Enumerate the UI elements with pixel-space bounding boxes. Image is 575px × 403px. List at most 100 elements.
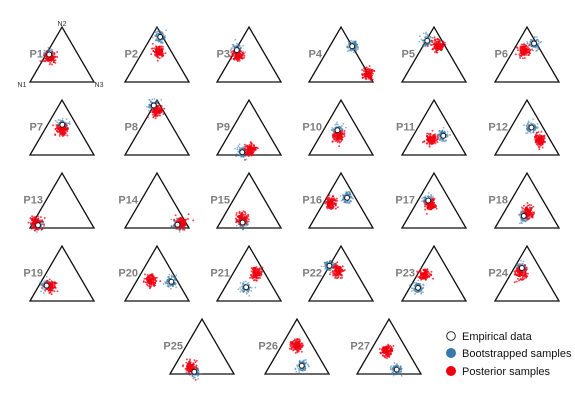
- panel-9-posterior-point: [245, 152, 248, 155]
- panel-6-posterior-point: [519, 56, 522, 59]
- panel-11-bootstrapped-point: [439, 130, 442, 133]
- panel-5-posterior-point: [433, 47, 436, 50]
- panel-11-bootstrapped-point: [443, 131, 446, 134]
- panel-14-bootstrapped-point: [175, 217, 178, 220]
- panel-6-posterior-point: [521, 45, 524, 48]
- panel-18-posterior-point: [528, 204, 531, 207]
- panel-12-bootstrapped-point: [532, 131, 534, 134]
- panel-16-posterior-point: [330, 202, 333, 205]
- panel-8-posterior-point: [154, 117, 157, 120]
- panel-20-posterior-point: [154, 282, 157, 284]
- panel-8-posterior-point: [154, 108, 157, 111]
- panel-12-posterior-point: [537, 131, 540, 134]
- panel-8-posterior-point: [153, 113, 156, 116]
- panel-18-posterior-point: [522, 204, 525, 207]
- panel-16-posterior-point: [328, 203, 331, 206]
- panel-6-bootstrapped-point: [526, 42, 529, 45]
- panel-9-bootstrapped-point: [237, 145, 240, 147]
- panel-17-posterior-point: [432, 199, 435, 202]
- panel-16-bootstrapped-point: [349, 196, 352, 199]
- panel-7: P7: [28, 98, 96, 156]
- panel-16-posterior-point: [327, 200, 330, 203]
- panel-6-posterior-point: [528, 53, 531, 56]
- panel-19-bootstrapped-point: [42, 287, 44, 290]
- panel-11-posterior-point: [436, 141, 439, 144]
- panel-18-posterior-point: [524, 209, 527, 212]
- panel-10-posterior-point: [343, 133, 346, 136]
- panel-9-bootstrapped-point: [242, 146, 245, 149]
- panel-20-posterior-point: [151, 277, 154, 280]
- panel-4-bootstrapped-point: [357, 46, 360, 49]
- panel-19-posterior-point: [56, 290, 59, 293]
- panel-17-bootstrapped-point: [421, 197, 424, 200]
- panel-3-empirical-point: [233, 47, 240, 53]
- panel-5-posterior-point: [431, 41, 434, 44]
- panel-10-triangle: [307, 98, 375, 156]
- panel-4-posterior-point: [364, 70, 367, 73]
- panel-7-posterior-point: [65, 127, 68, 130]
- panel-13-posterior-point: [37, 228, 40, 231]
- panel-4-bootstrapped-point: [353, 48, 355, 51]
- panel-5-posterior-point: [437, 48, 440, 51]
- panel-15-bootstrapped-point: [244, 227, 247, 230]
- panel-16-bootstrapped-point: [349, 195, 352, 198]
- panel-1-posterior-point: [48, 63, 51, 66]
- panel-4-posterior-point: [368, 65, 371, 68]
- panel-4-posterior-point: [370, 75, 373, 78]
- panel-11-posterior-point: [431, 129, 434, 132]
- panel-20-posterior-point: [150, 281, 153, 284]
- panel-1-posterior-point: [53, 55, 56, 58]
- panel-3-posterior-point: [241, 57, 244, 60]
- panel-2-posterior-point: [158, 48, 161, 51]
- panel-5-posterior-point: [432, 43, 434, 46]
- panel-13-triangle: [28, 171, 96, 229]
- panel-7-bootstrapped-point: [64, 121, 67, 124]
- panel-11-posterior-point: [429, 142, 432, 145]
- panel-4-bootstrapped-point: [353, 41, 356, 44]
- panel-7-posterior-point: [54, 134, 57, 137]
- panel-2-posterior-point: [157, 45, 160, 48]
- panel-12-posterior-point: [541, 146, 544, 149]
- panel-8-bootstrapped-point: [153, 97, 156, 100]
- panel-6-bootstrapped-point: [536, 36, 538, 38]
- panel-12: P12: [488, 98, 561, 156]
- panel-2-bootstrapped-point: [164, 35, 166, 37]
- panel-1-bootstrapped-point: [47, 46, 50, 49]
- panel-20-posterior-point: [149, 285, 152, 288]
- panel-4-posterior-point: [366, 68, 369, 71]
- panel-4-posterior-point: [371, 72, 374, 75]
- panel-2-empirical-point: [157, 34, 164, 40]
- panel-18-posterior-point: [522, 210, 525, 213]
- panel-9-bootstrapped-point: [241, 147, 243, 150]
- panel-11-posterior-point: [428, 143, 431, 146]
- panel-2-triangle: [123, 25, 191, 83]
- panel-14-posterior-point: [181, 220, 184, 223]
- panel-11-posterior-point: [429, 133, 432, 136]
- panel-13-posterior-point: [31, 219, 34, 222]
- panel-4-bootstrapped-point: [350, 39, 352, 42]
- panel-14-posterior-point: [183, 225, 186, 228]
- panel-18-posterior-point: [526, 201, 529, 204]
- panel-13-bootstrapped-point: [43, 225, 45, 228]
- panel-4-bootstrapped-point: [346, 50, 349, 53]
- panel-17-bootstrapped-point: [422, 199, 425, 202]
- panel-20-bootstrapped-point: [170, 276, 173, 279]
- panel-6-posterior-point: [518, 53, 521, 56]
- panel-3-bootstrapped-point: [229, 49, 232, 52]
- panel-9-bootstrapped-point: [236, 146, 239, 149]
- panel-1-posterior-point: [53, 59, 56, 62]
- panel-5-bootstrapped-point: [430, 36, 433, 39]
- panel-11-posterior-point: [430, 137, 433, 140]
- panel-6-bootstrapped-point: [537, 47, 540, 50]
- panel-2-label: P2: [125, 49, 138, 61]
- panel-14-bootstrapped-point: [178, 231, 181, 233]
- panel-1-posterior-point: [53, 52, 56, 55]
- panel-9-bootstrapped-point: [238, 154, 241, 156]
- panel-5-posterior-point: [435, 48, 438, 51]
- panel-3-posterior-point: [237, 57, 240, 60]
- panel-5-posterior-point: [433, 41, 436, 44]
- panel-13-posterior-point: [30, 227, 33, 230]
- panel-19: P19: [23, 244, 96, 302]
- panel-7-bootstrapped-point: [61, 119, 64, 122]
- panel-19-label: P19: [23, 268, 43, 280]
